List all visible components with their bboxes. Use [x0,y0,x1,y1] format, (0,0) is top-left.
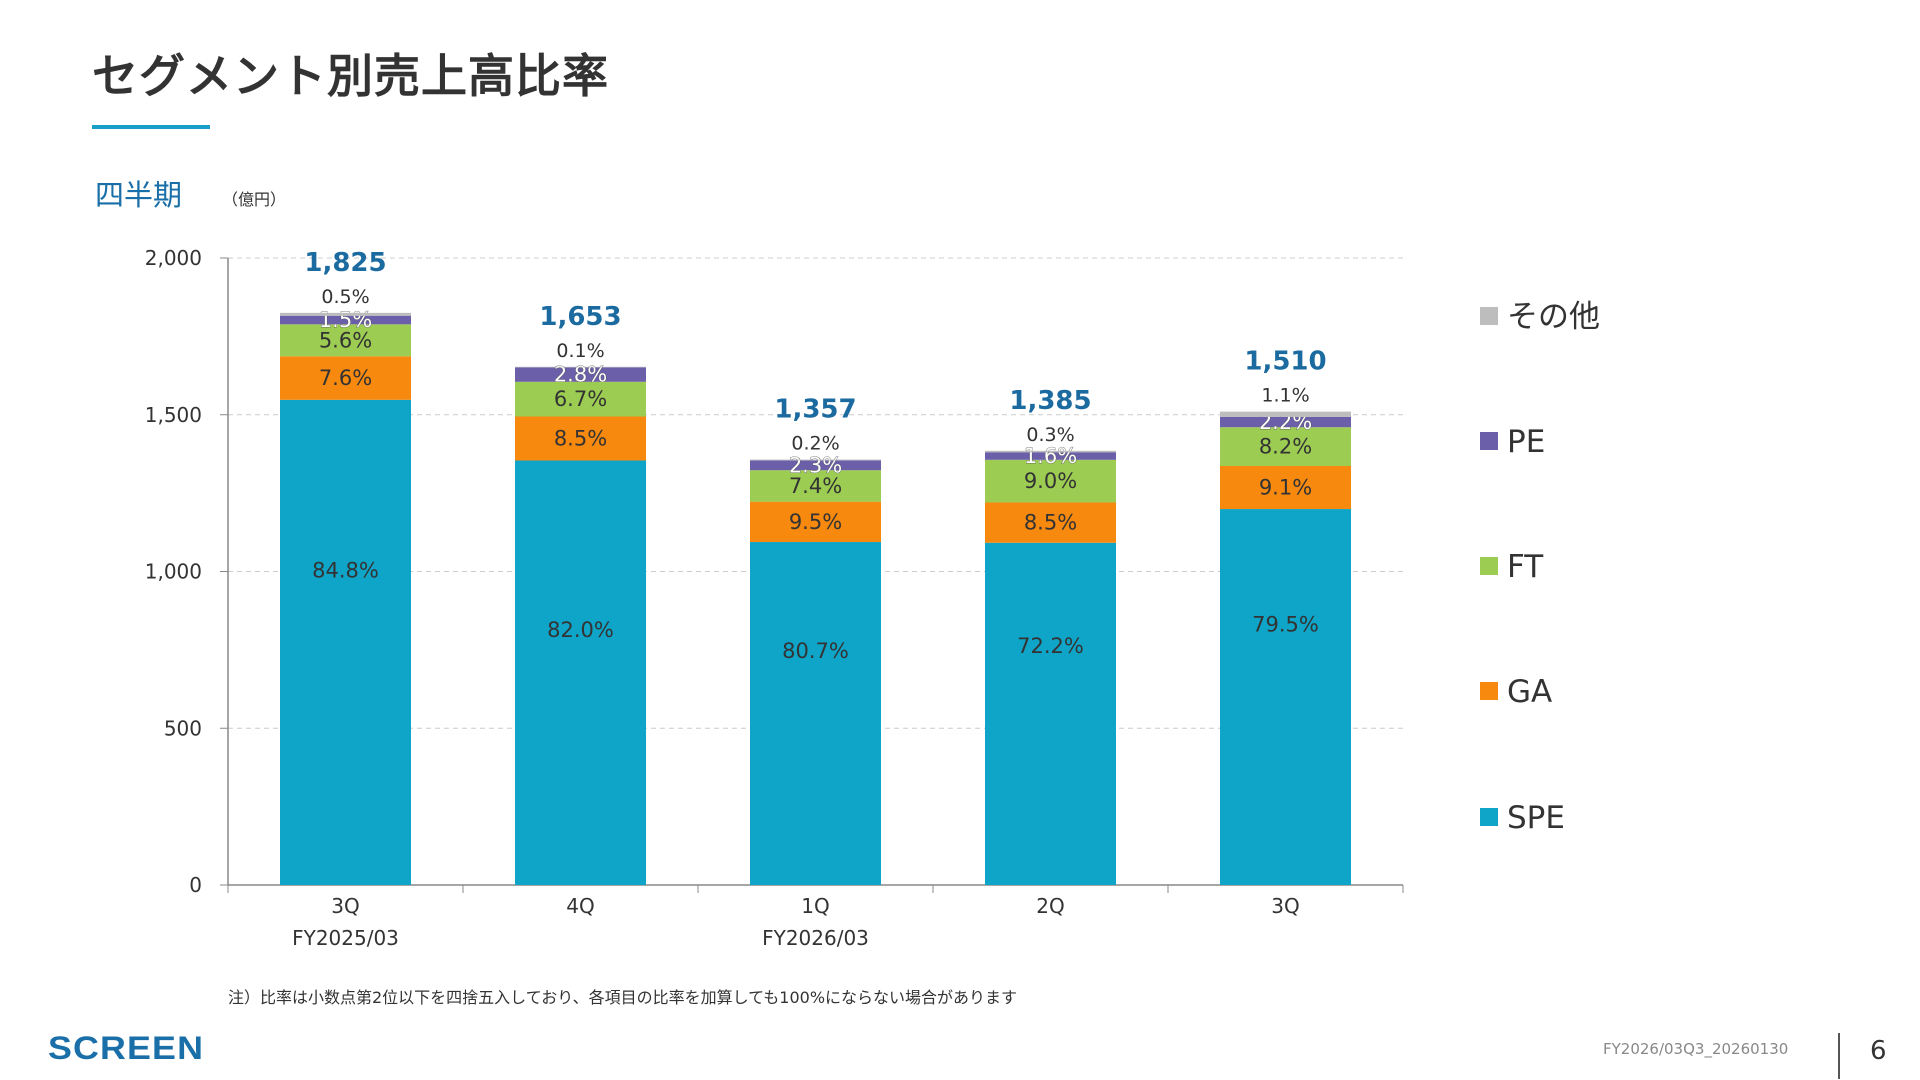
total-label: 1,825 [304,248,386,278]
bar-segment-その他 [1220,411,1351,417]
legend-label: SPE [1507,800,1565,836]
footer-divider [1838,1033,1840,1079]
x-tick-label: 4Q [566,894,594,918]
page-number: 6 [1870,1036,1887,1066]
bar-segment-SPE [515,460,646,885]
y-tick-label: 2,000 [145,246,202,270]
bar-segment-SPE [280,399,411,885]
total-label: 1,357 [774,395,856,425]
legend-swatch-FT [1480,557,1498,575]
data-label: 1.1% [1261,385,1309,407]
legend-label: PE [1507,424,1545,460]
legend-swatch-SPE [1480,808,1498,826]
data-label: 80.7% [782,639,849,663]
bar-segment-その他 [515,366,646,368]
legend-swatch-PE [1480,432,1498,450]
bar-segment-FT [1220,427,1351,466]
bar-segment-GA [515,416,646,461]
total-label: 1,653 [539,302,621,332]
bar-segment-GA [280,356,411,400]
bar-segment-PE [750,460,881,471]
page-title: セグメント別売上高比率 [92,49,609,103]
data-label: 5.6% [319,328,372,352]
document-id: FY2026/03Q3_20260130 [1603,1040,1789,1058]
data-label: 9.5% [789,510,842,534]
data-label: 1.5% [319,308,372,332]
data-label: 84.8% [312,558,379,582]
data-label: 72.2% [1017,634,1084,658]
data-label: 7.6% [319,366,372,390]
bar-segment-FT [280,324,411,357]
title-underline [92,125,210,129]
legend-swatch-GA [1480,682,1498,700]
bar-segment-PE [1220,416,1351,428]
data-label: 2.8% [554,363,607,387]
data-label: 9.1% [1259,476,1312,500]
legend-label: GA [1507,674,1552,710]
data-label: 0.1% [556,340,604,362]
data-label: 8.5% [1024,511,1077,535]
bar-segment-SPE [750,542,881,885]
bar-segment-その他 [750,459,881,461]
x-tick-label: 3Q [331,894,359,918]
x-tick-label: 3Q [1271,894,1299,918]
data-label: 2.3% [789,453,842,477]
data-label: 7.4% [789,474,842,498]
y-tick-label: 1,500 [145,403,202,427]
bar-segment-SPE [985,542,1116,885]
data-label: 8.2% [1259,435,1312,459]
data-label: 6.7% [554,387,607,411]
bar-segment-FT [750,470,881,502]
data-label: 82.0% [547,618,614,642]
y-tick-label: 0 [189,873,202,897]
data-label: 0.5% [321,286,369,308]
screen-logo: SCREEN [48,1030,205,1066]
bar-segment-FT [515,381,646,417]
data-label: 1.6% [1024,444,1077,468]
total-label: 1,510 [1244,347,1326,377]
x-group-label: FY2026/03 [762,926,869,950]
bar-segment-GA [1220,465,1351,510]
total-label: 1,385 [1009,386,1091,416]
data-label: 0.2% [791,433,839,455]
legend-label: FT [1507,549,1544,585]
bar-segment-PE [280,315,411,325]
footnote: 注）比率は小数点第2位以下を四捨五入しており、各項目の比率を加算しても100%に… [228,988,1018,1007]
data-label: 79.5% [1252,613,1319,637]
bar-segment-PE [985,452,1116,460]
bar-segment-その他 [280,312,411,316]
period-label: 四半期 [95,178,183,212]
bar-segment-SPE [1220,509,1351,885]
legend-label: その他 [1507,299,1600,335]
y-tick-label: 500 [164,716,202,740]
x-tick-label: 1Q [801,894,829,918]
data-label: 9.0% [1024,469,1077,493]
bar-segment-GA [750,501,881,543]
x-tick-label: 2Q [1036,894,1064,918]
bar-segment-FT [985,459,1116,503]
x-group-label: FY2025/03 [292,926,399,950]
bar-segment-PE [515,367,646,382]
data-label: 0.3% [1026,424,1074,446]
y-tick-label: 1,000 [145,560,202,584]
bar-segment-その他 [985,450,1116,453]
bar-segment-GA [985,502,1116,543]
legend-swatch-その他 [1480,307,1498,325]
data-label: 8.5% [554,426,607,450]
unit-label: （億円） [222,190,287,209]
